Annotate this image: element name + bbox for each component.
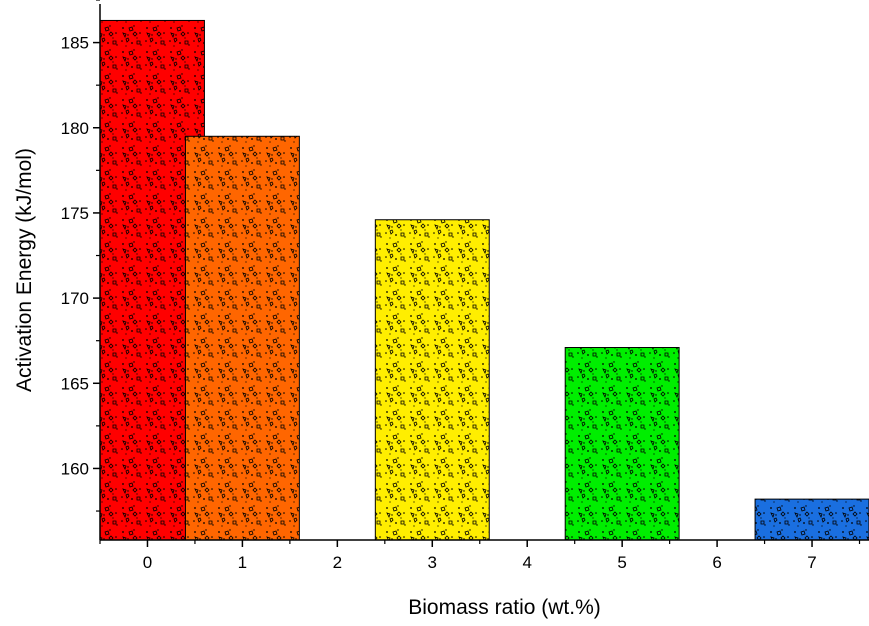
y-tick-label-175: 175 bbox=[61, 204, 89, 223]
bar-7 bbox=[754, 498, 869, 541]
x-tick-label-7: 7 bbox=[807, 553, 816, 572]
bar-pattern bbox=[564, 347, 680, 541]
x-tick-label-1: 1 bbox=[238, 553, 247, 572]
y-tick-label-160: 160 bbox=[61, 459, 89, 478]
x-tick-label-2: 2 bbox=[333, 553, 342, 572]
y-tick-label-170: 170 bbox=[61, 289, 89, 308]
ticks: 160 165 170 175 180 185 0 1 2 3 4 5 6 7 bbox=[61, 0, 861, 572]
bar-1 bbox=[184, 135, 300, 541]
y-tick-label-185: 185 bbox=[61, 34, 89, 53]
bar-pattern bbox=[754, 498, 869, 541]
x-axis-title: Biomass ratio (wt.%) bbox=[408, 596, 601, 619]
x-tick-label-4: 4 bbox=[522, 553, 531, 572]
x-tick-label-5: 5 bbox=[617, 553, 626, 572]
x-tick-label-0: 0 bbox=[143, 553, 152, 572]
bar-pattern bbox=[184, 135, 300, 541]
bar-3 bbox=[374, 219, 490, 541]
bar-pattern bbox=[374, 219, 490, 541]
axes bbox=[99, 4, 869, 541]
x-tick-label-3: 3 bbox=[428, 553, 437, 572]
y-tick-label-165: 165 bbox=[61, 374, 89, 393]
x-tick-label-6: 6 bbox=[712, 553, 721, 572]
bars bbox=[99, 19, 869, 541]
y-tick-label-180: 180 bbox=[61, 119, 89, 138]
bar-5 bbox=[564, 347, 680, 541]
y-axis-title: Activation Energy (kJ/mol) bbox=[13, 148, 36, 392]
